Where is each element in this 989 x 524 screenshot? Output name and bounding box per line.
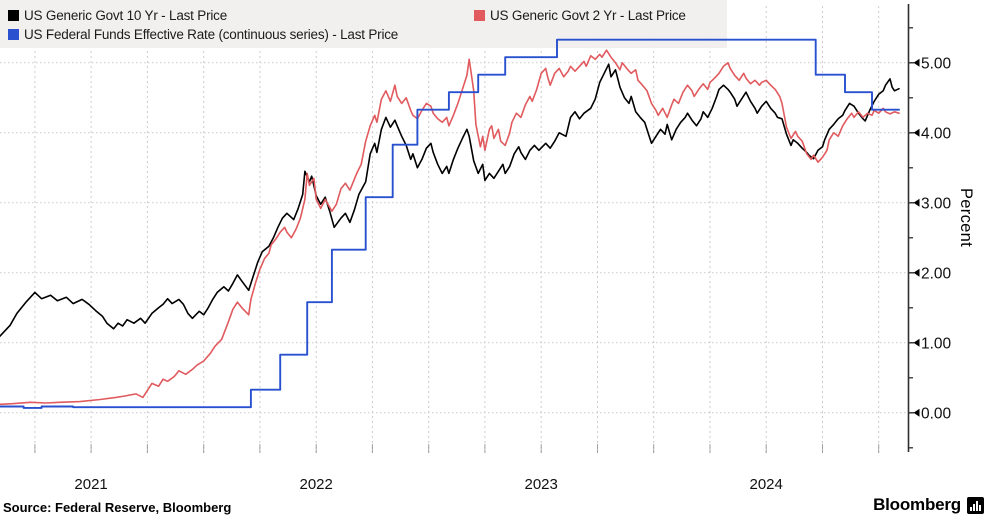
- svg-text:2.00: 2.00: [921, 265, 952, 282]
- legend-background: [0, 0, 727, 48]
- source-note: Source: Federal Reserve, Bloomberg: [3, 500, 232, 515]
- y-axis: 0.00 1.00 2.00 3.00 4.00 5.00: [907, 4, 952, 452]
- svg-text:0.00: 0.00: [921, 405, 952, 422]
- series-line-us-2yr: [0, 49, 900, 406]
- svg-text:3.00: 3.00: [921, 195, 952, 212]
- series-lines: [0, 38, 900, 409]
- svg-text:2024: 2024: [750, 476, 783, 493]
- svg-text:1.00: 1.00: [921, 335, 952, 352]
- svg-text:4.00: 4.00: [921, 125, 952, 142]
- svg-text:2023: 2023: [525, 476, 558, 493]
- svg-text:5.00: 5.00: [921, 55, 952, 72]
- svg-text:2022: 2022: [300, 476, 333, 493]
- x-axis-labels: 2021 2022 2023 2024: [74, 476, 782, 493]
- bloomberg-logo: Bloomberg: [873, 495, 984, 515]
- bloomberg-mark-icon: [967, 496, 984, 514]
- series-line-fed-funds: [0, 38, 900, 409]
- svg-text:2021: 2021: [74, 476, 107, 493]
- gridlines: [0, 6, 908, 455]
- y-axis-title: Percent: [957, 188, 975, 247]
- bloomberg-wordmark: Bloomberg: [873, 495, 961, 514]
- series-line-us-10yr: [0, 63, 900, 338]
